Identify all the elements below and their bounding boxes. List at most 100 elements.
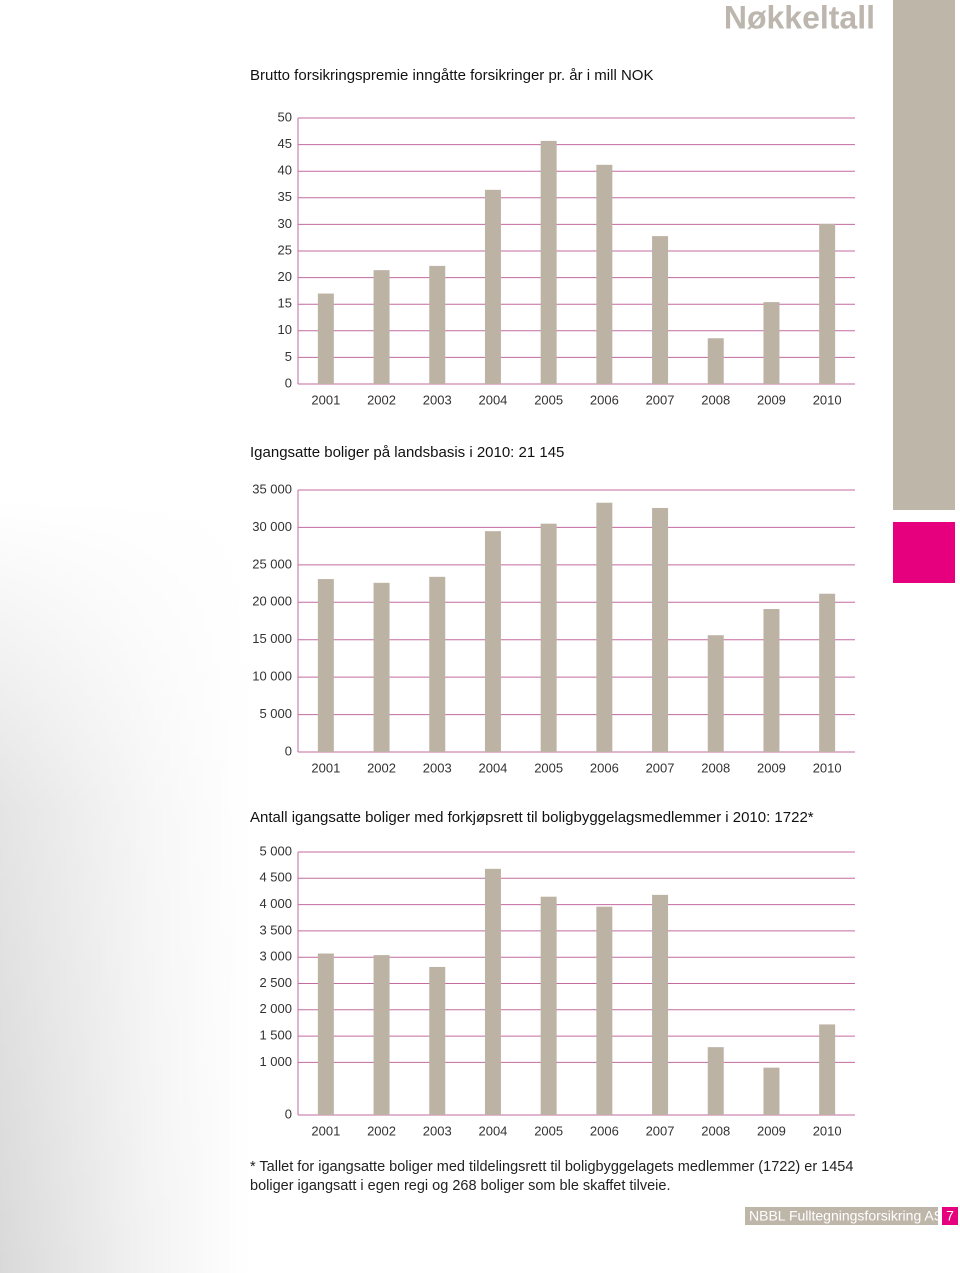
y-tick-label: 20 — [278, 269, 292, 284]
y-tick-label: 5 — [285, 349, 292, 364]
bar — [484, 189, 501, 384]
x-tick-label: 2008 — [701, 760, 730, 775]
y-tick-label: 15 — [278, 296, 292, 311]
bar — [373, 582, 390, 752]
y-tick-label: 3 000 — [259, 949, 292, 964]
footnote: * Tallet for igangsatte boliger med tild… — [250, 1159, 854, 1194]
bar — [317, 953, 334, 1115]
y-tick-label: 50 — [278, 109, 292, 124]
bar — [540, 523, 557, 752]
y-tick-label: 30 000 — [252, 519, 292, 534]
bar — [540, 896, 557, 1115]
x-tick-label: 2010 — [813, 392, 842, 407]
bar — [317, 293, 334, 384]
y-tick-label: 3 500 — [259, 922, 292, 937]
bar — [484, 531, 501, 752]
y-tick-label: 30 — [278, 216, 292, 231]
y-tick-label: 2 000 — [259, 1001, 292, 1016]
x-tick-label: 2006 — [590, 760, 619, 775]
y-tick-label: 45 — [278, 136, 292, 151]
accent-square — [893, 522, 955, 583]
x-tick-label: 2001 — [311, 760, 340, 775]
y-tick-label: 5 000 — [259, 706, 292, 721]
footer-company: NBBL Fulltegningsforsikring AS — [749, 1208, 943, 1224]
x-tick-label: 2003 — [423, 1123, 452, 1138]
bar — [596, 906, 613, 1115]
footer-box — [745, 1207, 938, 1225]
bar — [317, 579, 334, 752]
bar — [652, 507, 669, 752]
y-tick-label: 10 000 — [252, 669, 292, 684]
x-tick-label: 2003 — [423, 392, 452, 407]
bar — [652, 236, 669, 384]
x-tick-label: 2002 — [367, 760, 396, 775]
y-tick-label: 0 — [285, 375, 292, 390]
x-tick-label: 2010 — [813, 760, 842, 775]
y-tick-label: 35 — [278, 189, 292, 204]
x-tick-label: 2006 — [590, 1123, 619, 1138]
x-tick-label: 2004 — [478, 760, 507, 775]
x-tick-label: 2003 — [423, 760, 452, 775]
bar — [763, 609, 780, 752]
y-tick-label: 20 000 — [252, 594, 292, 609]
y-tick-label: 0 — [285, 743, 292, 758]
y-tick-label: 4 500 — [259, 870, 292, 885]
x-tick-label: 2006 — [590, 392, 619, 407]
x-tick-label: 2009 — [757, 1123, 786, 1138]
x-tick-label: 2009 — [757, 392, 786, 407]
bar — [429, 966, 446, 1115]
x-tick-label: 2004 — [478, 392, 507, 407]
page-header: Nøkkeltall — [724, 0, 875, 35]
bar — [819, 1024, 836, 1115]
chart-title: Brutto forsikringspremie inngåtte forsik… — [250, 67, 653, 84]
x-tick-label: 2002 — [367, 392, 396, 407]
x-tick-label: 2002 — [367, 1123, 396, 1138]
x-tick-label: 2001 — [311, 1123, 340, 1138]
bar — [763, 1067, 780, 1115]
page-number-box — [942, 1207, 958, 1225]
background-fade — [0, 500, 250, 1273]
bar — [540, 140, 557, 384]
x-tick-label: 2005 — [534, 1123, 563, 1138]
x-tick-label: 2007 — [646, 392, 675, 407]
y-tick-label: 2 500 — [259, 975, 292, 990]
x-tick-label: 2010 — [813, 1123, 842, 1138]
bar — [763, 302, 780, 384]
x-tick-label: 2005 — [534, 392, 563, 407]
y-tick-label: 35 000 — [252, 481, 292, 496]
bar — [484, 868, 501, 1115]
bar — [373, 270, 390, 384]
bar — [429, 576, 446, 752]
x-tick-label: 2009 — [757, 760, 786, 775]
x-tick-label: 2005 — [534, 760, 563, 775]
bar — [373, 955, 390, 1115]
y-tick-label: 1 000 — [259, 1054, 292, 1069]
bar — [707, 1047, 724, 1115]
y-tick-label: 25 000 — [252, 556, 292, 571]
bar — [819, 223, 836, 384]
x-tick-label: 2007 — [646, 1123, 675, 1138]
bar — [596, 502, 613, 752]
chart-title: Antall igangsatte boliger med forkjøpsre… — [250, 809, 814, 826]
side-bar — [893, 0, 955, 510]
bar — [596, 164, 613, 384]
x-tick-label: 2001 — [311, 392, 340, 407]
y-tick-label: 25 — [278, 242, 292, 257]
x-tick-label: 2007 — [646, 760, 675, 775]
x-tick-label: 2004 — [478, 1123, 507, 1138]
y-tick-label: 5 000 — [259, 843, 292, 858]
y-tick-label: 1 500 — [259, 1028, 292, 1043]
x-tick-label: 2008 — [701, 1123, 730, 1138]
bar — [652, 894, 669, 1115]
page-number: 7 — [946, 1208, 954, 1224]
bar — [429, 265, 446, 384]
chart-title: Igangsatte boliger på landsbasis i 2010:… — [250, 444, 564, 461]
bar — [819, 593, 836, 752]
x-tick-label: 2008 — [701, 392, 730, 407]
y-tick-label: 10 — [278, 322, 292, 337]
y-tick-label: 4 000 — [259, 896, 292, 911]
y-tick-label: 15 000 — [252, 631, 292, 646]
bar — [707, 338, 724, 384]
